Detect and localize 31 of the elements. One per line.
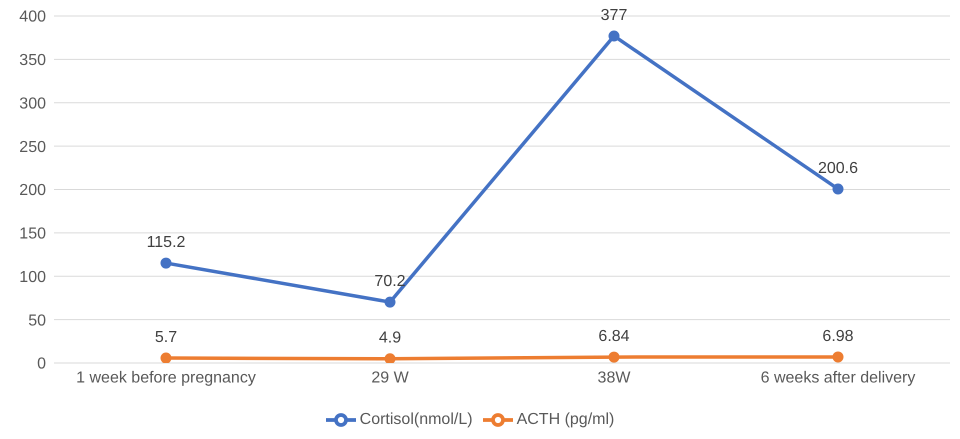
data-label: 70.2	[374, 273, 406, 290]
data-label: 200.6	[818, 160, 858, 177]
x-tick-label: 29 W	[371, 369, 410, 386]
y-tick-label: 150	[19, 226, 46, 243]
x-tick-label: 38W	[598, 369, 632, 386]
point	[384, 296, 396, 308]
point	[832, 351, 844, 362]
point	[832, 183, 844, 194]
y-tick-label: 400	[19, 8, 46, 26]
y-tick-label: 350	[19, 52, 46, 70]
legend-label: Cortisol(nmol/L)	[360, 411, 473, 428]
data-label: 6.84	[598, 328, 630, 346]
data-label: 6.98	[822, 328, 854, 345]
y-tick-label: 50	[28, 312, 46, 330]
y-tick-label: 250	[19, 138, 46, 156]
point	[608, 352, 620, 363]
x-tick-label: 6 weeks after delivery	[760, 369, 916, 386]
point	[160, 258, 172, 269]
legend-label: ACTH (pg/ml)	[516, 411, 614, 428]
x-tick-label: 1 week before pregnancy	[76, 369, 256, 386]
point	[384, 353, 396, 363]
data-label: 377	[600, 6, 628, 24]
y-tick-label: 200	[19, 182, 46, 200]
data-label: 5.7	[154, 329, 178, 346]
y-tick-label: 100	[19, 268, 46, 286]
y-tick-label: 0	[37, 356, 46, 373]
data-label: 115.2	[146, 234, 186, 252]
point	[608, 30, 620, 42]
point	[160, 352, 172, 363]
data-label: 4.9	[378, 330, 402, 347]
y-tick-label: 300	[19, 95, 46, 112]
